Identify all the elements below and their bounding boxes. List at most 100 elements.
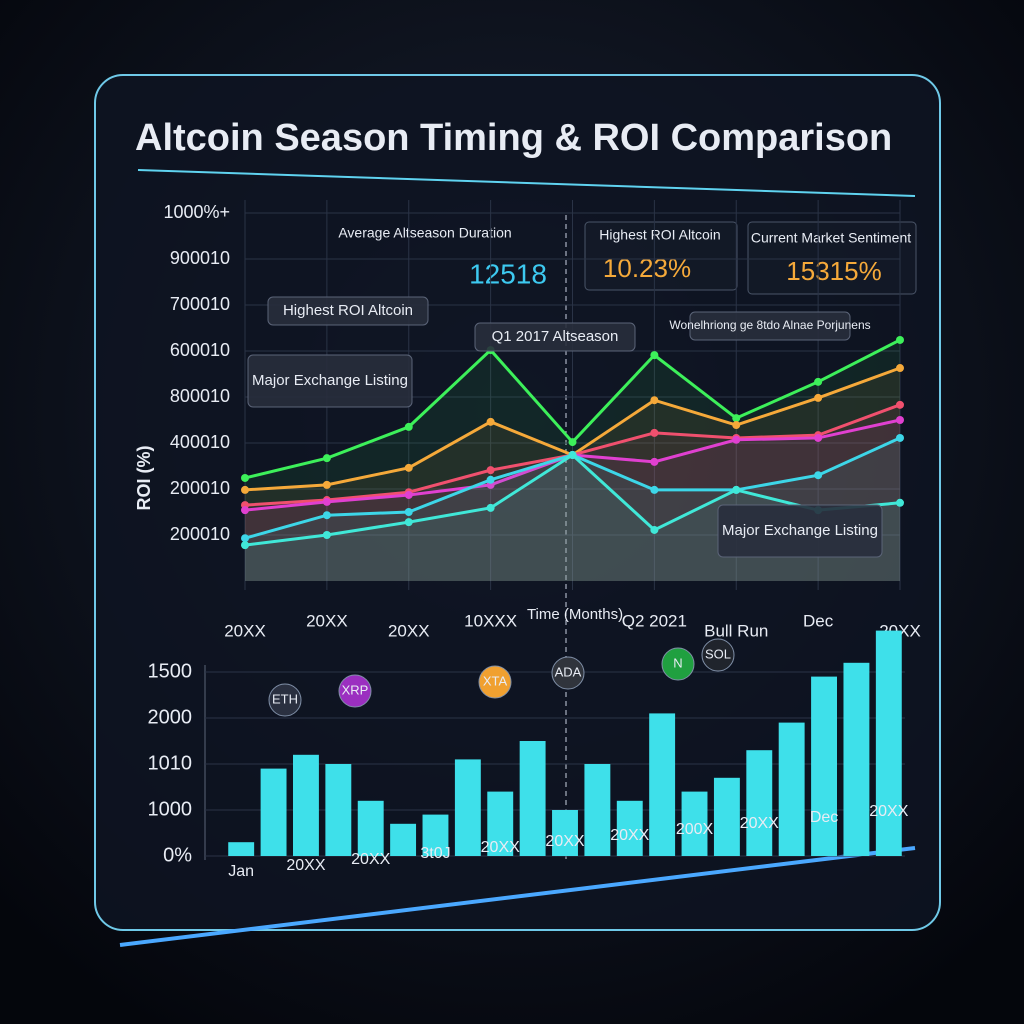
x-tick-label: 200X xyxy=(676,821,714,838)
point xyxy=(650,396,659,405)
glow-line xyxy=(119,846,916,947)
kpi-value: 10.23% xyxy=(603,253,691,283)
annotation: Wonelhriong ge 8tdo Alnae Porjunens xyxy=(669,318,870,332)
point xyxy=(322,454,331,463)
annotation: Major Exchange Listing xyxy=(722,522,878,539)
bar xyxy=(681,791,708,856)
point xyxy=(486,466,495,475)
point xyxy=(814,433,823,442)
bar xyxy=(552,810,578,856)
point xyxy=(732,421,741,430)
bar xyxy=(875,630,902,856)
point xyxy=(732,435,741,444)
point xyxy=(814,471,823,480)
x-tick-label: 20XX xyxy=(224,621,266,640)
coin-icon xyxy=(268,683,302,717)
point xyxy=(241,485,249,494)
point xyxy=(650,457,659,466)
bar xyxy=(616,800,643,856)
point xyxy=(404,463,413,472)
coin-icon xyxy=(661,647,695,681)
coin-label: SOL xyxy=(705,646,731,661)
title-rule xyxy=(137,169,916,197)
point xyxy=(322,480,331,489)
y-tick-label: 800010 xyxy=(170,386,230,406)
point xyxy=(896,400,904,409)
kpi-value: 12518 xyxy=(469,258,547,289)
y-axis-label: ROI (%) xyxy=(134,445,154,510)
point xyxy=(241,541,249,550)
point xyxy=(568,450,577,459)
point xyxy=(650,428,659,437)
bar xyxy=(487,791,514,856)
x-tick-label: 20XX xyxy=(545,833,584,850)
bar xyxy=(454,759,481,856)
y-tick-label: 2000 xyxy=(148,706,193,728)
point xyxy=(896,416,904,424)
bar xyxy=(325,764,352,856)
y-tick-label: 1000%+ xyxy=(163,202,230,222)
x-tick-label: 20XX xyxy=(610,827,649,844)
x-tick-label: 20XX xyxy=(351,851,390,868)
point xyxy=(568,438,577,447)
x-tick-label: 20XX xyxy=(869,803,908,820)
y-tick-label: 1000 xyxy=(148,798,193,820)
x-axis-label: Time (Months) xyxy=(527,606,623,623)
annotation: Major Exchange Listing xyxy=(252,372,408,389)
point xyxy=(896,335,904,344)
y-tick-label: 400010 xyxy=(170,432,230,452)
kpi-label: Highest ROI Altcoin xyxy=(599,227,720,243)
coin-label: N xyxy=(673,655,682,670)
bar xyxy=(293,754,319,856)
x-tick-label: Jan xyxy=(228,863,254,880)
coin-label: ETH xyxy=(272,691,298,706)
y-tick-label: 700010 xyxy=(170,294,230,314)
coin-icon xyxy=(701,638,735,672)
point xyxy=(486,417,495,426)
x-tick-label: Dec xyxy=(803,611,834,630)
x-tick-label: 20XX xyxy=(481,839,520,856)
title: Altcoin Season Timing & ROI Comparison xyxy=(135,117,892,159)
x-tick-label: 3t0J xyxy=(420,845,450,862)
bar xyxy=(843,662,870,856)
annotation-box xyxy=(689,311,851,341)
point xyxy=(241,534,249,543)
x-tick-label: 20XX xyxy=(388,621,430,640)
coin-icon xyxy=(478,665,512,699)
annotation-box xyxy=(474,322,636,352)
point xyxy=(650,525,659,534)
point xyxy=(896,498,904,507)
x-tick-label: 20XX xyxy=(286,857,325,874)
annotation-box xyxy=(267,296,429,326)
bar xyxy=(746,750,773,856)
y-tick-label: 200010 xyxy=(170,478,230,498)
x-tick-label: 20XX xyxy=(740,815,779,832)
point xyxy=(404,422,413,431)
bar xyxy=(357,800,384,856)
point xyxy=(404,518,413,527)
kpi-label: Current Market Sentiment xyxy=(751,230,911,246)
point xyxy=(322,531,331,539)
bar xyxy=(649,713,676,856)
point xyxy=(486,503,495,512)
bar xyxy=(228,842,255,856)
point xyxy=(650,485,659,494)
coin-icon xyxy=(338,674,372,708)
x-tick-label: Dec xyxy=(810,809,838,826)
x-tick-label: Q2 2021 xyxy=(622,611,687,630)
y-tick-label: 900010 xyxy=(170,248,230,268)
point xyxy=(896,433,904,442)
point xyxy=(486,475,495,484)
coin-label: ADA xyxy=(555,664,582,679)
bar xyxy=(260,768,287,856)
annotation-box xyxy=(247,354,413,408)
y-tick-label: 1010 xyxy=(148,752,193,774)
point xyxy=(241,506,249,515)
x-tick-label: Bull Run xyxy=(704,621,768,640)
bar xyxy=(584,764,611,856)
bar xyxy=(811,676,837,856)
point xyxy=(814,377,823,386)
coin-label: XTA xyxy=(483,673,508,688)
annotation: Highest ROI Altcoin xyxy=(283,302,413,319)
